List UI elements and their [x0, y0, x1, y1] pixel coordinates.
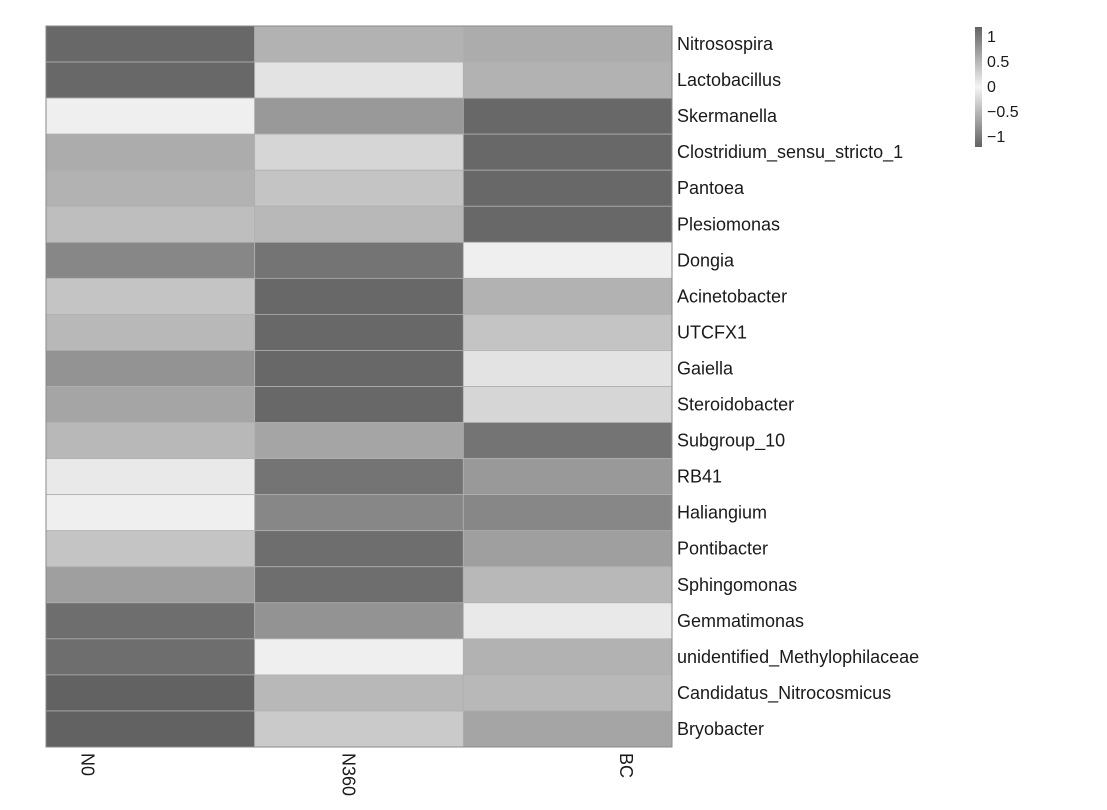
row-label: Sphingomonas: [677, 575, 797, 595]
heatmap-cell: [254, 205, 464, 243]
heatmap-cell: [45, 25, 256, 63]
column-label: N0: [78, 753, 98, 776]
heatmap-cell: [254, 350, 464, 387]
heatmap-cell: [45, 133, 256, 171]
heatmap-cell: [254, 277, 464, 315]
heatmap-cell: [45, 674, 256, 712]
heatmap-cell: [462, 422, 673, 459]
row-label: Gemmatimonas: [677, 611, 804, 631]
row-label: Candidatus_Nitrocosmicus: [677, 683, 891, 704]
column-label: BC: [616, 753, 636, 778]
row-label: Lactobacillus: [677, 70, 781, 90]
heatmap-cell: [462, 133, 673, 171]
legend-tick-label: −1: [987, 129, 1005, 146]
heatmap-cell: [254, 710, 464, 748]
legend-colorbar: [975, 27, 982, 147]
row-label: Pantoea: [677, 178, 745, 198]
column-labels: N0 N360 BC: [78, 753, 636, 796]
heatmap-cell: [462, 241, 673, 279]
heatmap-cell: [45, 350, 256, 387]
heatmap-cell: [254, 530, 464, 568]
legend-tick-label: 1: [987, 29, 996, 46]
heatmap-cell: [45, 205, 256, 243]
heatmap-cell: [462, 386, 673, 423]
row-label: Acinetobacter: [677, 286, 787, 306]
row-label: Plesiomonas: [677, 214, 780, 234]
legend-tick-label: −0.5: [987, 104, 1019, 121]
heatmap-frame: [45, 25, 673, 748]
heatmap-cell: [254, 386, 464, 423]
heatmap-cell: [45, 422, 256, 459]
heatmap-cell: [462, 169, 673, 207]
heatmap-cell: [462, 494, 673, 532]
heatmap-cell: [45, 277, 256, 315]
heatmap-cell: [45, 97, 256, 135]
color-legend: 1 0.5 0 −0.5 −1: [975, 27, 1019, 147]
heatmap-cell: [254, 241, 464, 279]
row-label: Haliangium: [677, 503, 767, 523]
heatmap-cell: [45, 61, 256, 99]
heatmap-cell: [45, 602, 256, 640]
heatmap-cell: [254, 422, 464, 459]
heatmap-cell: [254, 61, 464, 99]
row-label: Clostridium_sensu_stricto_1: [677, 142, 903, 163]
heatmap-cell: [462, 25, 673, 63]
heatmap-cell: [462, 602, 673, 640]
heatmap-cell: [254, 638, 464, 676]
heatmap-cell: [45, 638, 256, 676]
heatmap-cell: [462, 277, 673, 315]
row-labels: Nitrosospira Lactobacillus Skermanella Clos…: [677, 34, 919, 739]
heatmap-cell: [254, 25, 464, 63]
row-label: UTCFX1: [677, 322, 747, 342]
heatmap-cell: [462, 674, 673, 712]
heatmap-cell: [462, 97, 673, 135]
heatmap-cell: [462, 350, 673, 387]
heatmap-cell: [45, 313, 256, 351]
row-label: unidentified_Methylophilaceae: [677, 647, 919, 668]
heatmap-cells: [45, 25, 673, 748]
row-label: Gaiella: [677, 358, 734, 378]
heatmap-cell: [462, 638, 673, 676]
legend-tick-label: 0.5: [987, 54, 1009, 71]
heatmap-cell: [254, 494, 464, 532]
heatmap-cell: [462, 313, 673, 351]
row-label: Skermanella: [677, 106, 778, 126]
legend-tick-label: 0: [987, 79, 996, 96]
heatmap-cell: [254, 674, 464, 712]
heatmap-cell: [45, 386, 256, 423]
row-label: RB41: [677, 467, 722, 487]
heatmap-cell: [462, 710, 673, 748]
heatmap-cell: [45, 169, 256, 207]
row-label: Bryobacter: [677, 719, 764, 739]
row-label: Steroidobacter: [677, 395, 794, 415]
legend-ticks: 1 0.5 0 −0.5 −1: [987, 29, 1019, 146]
row-label: Subgroup_10: [677, 431, 785, 452]
heatmap-cell: [45, 241, 256, 279]
heatmap-cell: [462, 566, 673, 604]
heatmap-cell: [254, 313, 464, 351]
heatmap-cell: [462, 458, 673, 496]
heatmap-cell: [462, 205, 673, 243]
heatmap-cell: [254, 566, 464, 604]
heatmap-cell: [254, 602, 464, 640]
heatmap-cell: [254, 458, 464, 496]
row-label: Nitrosospira: [677, 34, 774, 54]
heatmap-cell: [45, 530, 256, 568]
heatmap-cell: [254, 169, 464, 207]
heatmap-cell: [45, 458, 256, 496]
heatmap-cell: [462, 61, 673, 99]
column-label: N360: [339, 753, 359, 796]
heatmap-cell: [45, 710, 256, 748]
heatmap-cell: [45, 494, 256, 532]
row-label: Pontibacter: [677, 539, 768, 559]
heatmap-cell: [45, 566, 256, 604]
heatmap-cell: [462, 530, 673, 568]
heatmap-cell: [254, 97, 464, 135]
row-label: Dongia: [677, 250, 735, 270]
heatmap-cell: [254, 133, 464, 171]
